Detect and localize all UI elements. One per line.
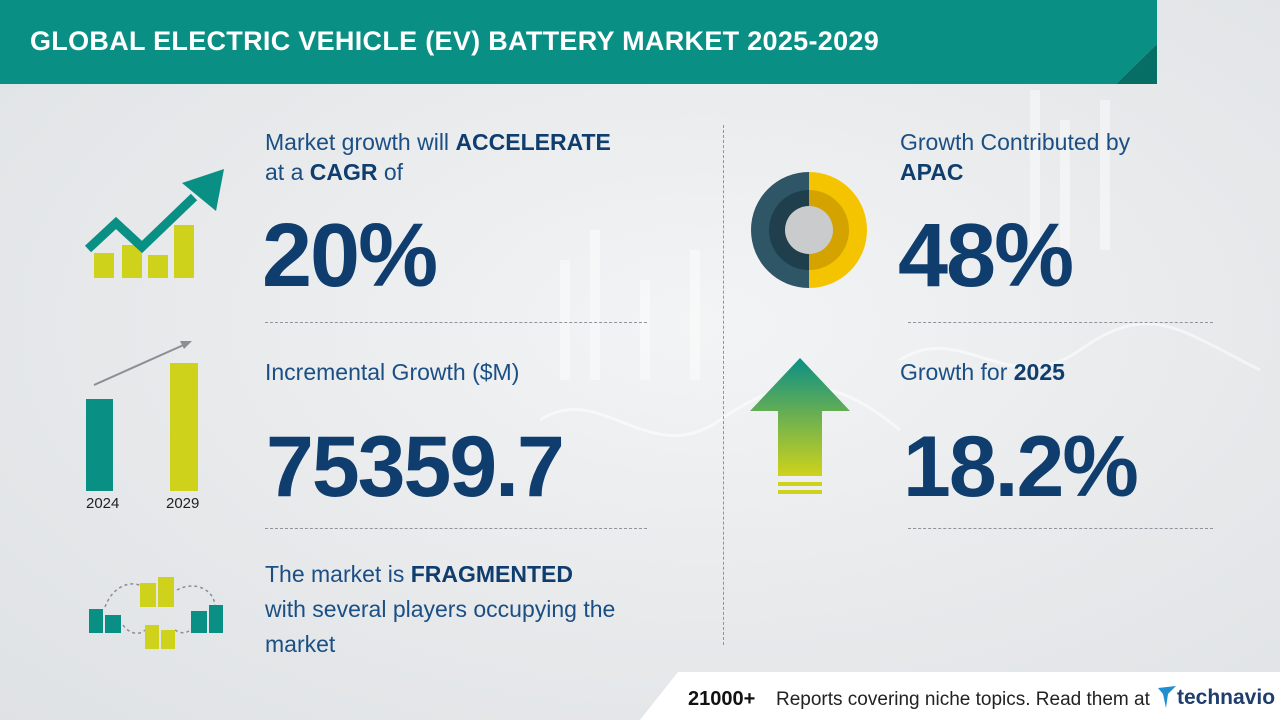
yoy-label: Growth for 2025 xyxy=(900,357,1065,387)
cagr-label-line2-emphasis: CAGR xyxy=(309,159,378,185)
fragmented-label: The market is FRAGMENTED with several pl… xyxy=(265,557,615,662)
fragmented-label-line2: with several players occupying the xyxy=(265,596,616,622)
technavio-logo-icon[interactable] xyxy=(1158,686,1176,708)
fragmented-label-line3: market xyxy=(265,631,336,657)
incremental-label: Incremental Growth ($M) xyxy=(265,359,520,385)
incremental-value: 75359.7 xyxy=(266,419,565,515)
yoy-divider xyxy=(908,528,1213,529)
fragmented-label-emphasis: FRAGMENTED xyxy=(410,561,573,587)
incremental-divider xyxy=(265,528,647,529)
cagr-label-line2-prefix: at a xyxy=(265,159,304,185)
region-label-emphasis: APAC xyxy=(900,159,964,185)
header-banner: GLOBAL ELECTRIC VEHICLE (EV) BATTERY MAR… xyxy=(0,0,1160,84)
growth-chart-icon xyxy=(84,169,224,278)
footer-background-shape xyxy=(640,672,1280,720)
region-value: 48% xyxy=(898,206,1074,306)
header-ribbon-shape xyxy=(0,0,1157,84)
cagr-value: 20% xyxy=(262,206,438,306)
center-divider xyxy=(723,125,724,645)
year-end-label: 2029 xyxy=(166,495,200,512)
fragmented-label-prefix: The market is xyxy=(265,561,405,587)
yoy-label-text: Growth for xyxy=(900,359,1008,385)
cagr-label-emphasis: ACCELERATE xyxy=(455,129,611,155)
up-arrow-icon xyxy=(750,358,850,494)
footer-bar xyxy=(640,672,1280,720)
cagr-label: Market growth will ACCELERATE at a CAGR … xyxy=(265,127,611,187)
year-start-label: 2024 xyxy=(86,495,120,512)
yoy-value: 18.2% xyxy=(903,419,1139,515)
region-divider xyxy=(908,322,1213,323)
page-title: GLOBAL ELECTRIC VEHICLE (EV) BATTERY MAR… xyxy=(30,26,880,56)
connected-buildings-icon xyxy=(89,577,223,649)
donut-chart-icon xyxy=(751,172,867,288)
footer-text: Reports covering niche topics. Read them… xyxy=(776,689,1150,710)
region-label: Growth Contributed by APAC xyxy=(900,127,1130,187)
cagr-label-prefix: Market growth will xyxy=(265,129,450,155)
footer-report-count: 21000+ xyxy=(688,688,756,710)
technavio-brand-link[interactable]: technavio xyxy=(1177,686,1276,709)
bar-comparison-icon xyxy=(86,341,198,491)
yoy-label-emphasis: 2025 xyxy=(1013,359,1065,385)
region-label-text: Growth Contributed by xyxy=(900,129,1131,155)
cagr-divider xyxy=(265,322,647,323)
cagr-label-line2-suffix: of xyxy=(383,159,404,185)
